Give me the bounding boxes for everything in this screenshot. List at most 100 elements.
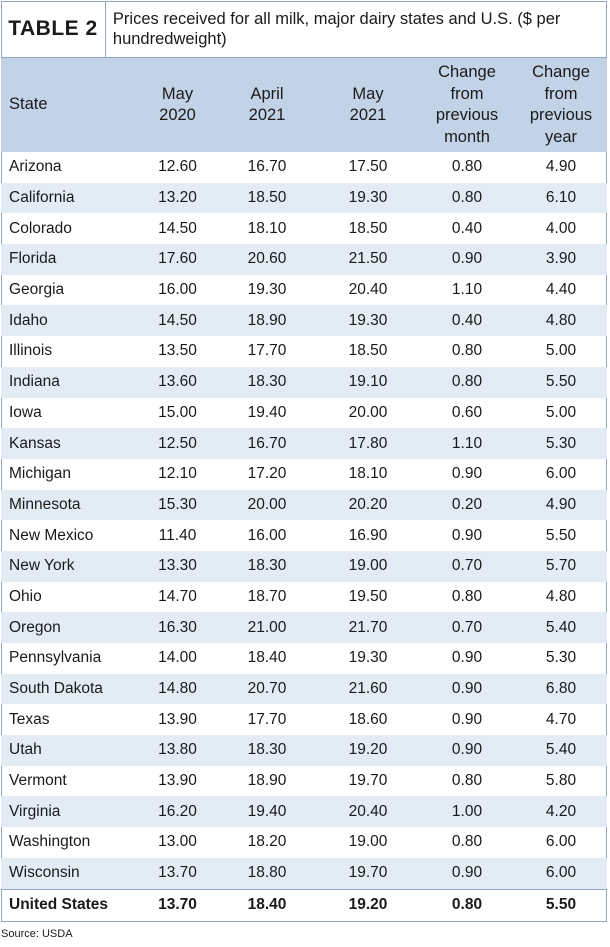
value-cell: 19.30 — [317, 182, 419, 214]
table-title-row: TABLE 2 Prices received for all milk, ma… — [1, 1, 607, 58]
value-cell: 12.50 — [138, 428, 217, 459]
value-cell: 4.80 — [545, 587, 577, 605]
value-cell: 17.70 — [247, 710, 287, 728]
state-cell: United States — [1, 888, 138, 921]
value-cell: 18.20 — [247, 833, 287, 851]
value-cell: 16.70 — [217, 428, 317, 459]
value-cell: 5.30 — [515, 428, 607, 459]
value-cell: 17.60 — [138, 244, 217, 275]
value-cell: 16.30 — [138, 612, 217, 643]
value-cell: 18.50 — [217, 182, 317, 214]
state-cell: Vermont — [9, 772, 67, 790]
value-cell: 17.50 — [348, 158, 388, 176]
table-row: Vermont 13.90 18.90 19.70 0.80 5.80 — [1, 766, 607, 797]
table-row: Texas 13.90 17.70 18.60 0.90 4.70 — [1, 704, 607, 735]
value-cell: 0.80 — [419, 182, 515, 214]
table-row: Georgia 16.00 19.30 20.40 1.10 4.40 — [1, 275, 607, 306]
table-row: Washington 13.00 18.20 19.00 0.80 6.00 — [1, 827, 607, 858]
value-cell: 1.10 — [451, 281, 483, 299]
state-cell: Kansas — [1, 428, 138, 459]
value-cell: 20.20 — [317, 489, 419, 521]
value-cell: 19.10 — [317, 366, 419, 398]
value-cell: 0.90 — [419, 244, 515, 275]
value-cell: 20.40 — [317, 796, 419, 828]
table-row: Minnesota 15.30 20.00 20.20 0.20 4.90 — [1, 489, 607, 521]
value-cell: 13.70 — [138, 888, 217, 921]
table-row: Arizona 12.60 16.70 17.50 0.80 4.90 — [1, 152, 607, 183]
value-cell: 19.20 — [317, 888, 419, 921]
value-cell: 17.80 — [317, 428, 419, 459]
value-cell: 18.90 — [217, 305, 317, 337]
table-row: Ohio 14.70 18.70 19.50 0.80 4.80 — [1, 582, 607, 613]
table-row: Michigan 12.10 17.20 18.10 0.90 6.00 — [1, 459, 607, 490]
value-cell: 13.90 — [158, 710, 197, 728]
header-row: State May 2020 April 2021 May 2021 Change fr… — [1, 58, 607, 152]
table-frame — [1, 1, 607, 922]
value-cell: 5.50 — [515, 366, 607, 398]
table-row: Indiana 13.60 18.30 19.10 0.80 5.50 — [1, 366, 607, 398]
state-cell: Utah — [1, 735, 138, 766]
value-cell: 19.70 — [317, 857, 419, 889]
value-cell: 4.90 — [545, 158, 577, 176]
state-cell: New Mexico — [9, 526, 94, 544]
state-cell: Washington — [9, 833, 91, 851]
value-cell: 18.40 — [217, 888, 317, 921]
value-cell: 19.00 — [348, 833, 388, 851]
state-cell: Indiana — [1, 366, 138, 398]
value-cell: 0.40 — [451, 219, 483, 237]
value-cell: 14.80 — [138, 673, 217, 705]
value-cell: 4.40 — [545, 281, 577, 299]
value-cell: 14.00 — [158, 649, 197, 667]
value-cell: 19.70 — [348, 772, 388, 790]
state-cell: Michigan — [9, 465, 72, 483]
value-cell: 18.60 — [348, 710, 388, 728]
value-cell: 16.70 — [247, 158, 287, 176]
column-header-april-2021: April 2021 — [217, 58, 317, 152]
column-header-change-month: Change from previous month — [419, 58, 515, 152]
value-cell: 20.60 — [217, 244, 317, 275]
value-cell: 1.10 — [419, 428, 515, 459]
value-cell: 5.50 — [545, 526, 577, 544]
value-cell: 19.30 — [247, 281, 287, 299]
value-cell: 0.80 — [451, 833, 483, 851]
column-header-may-2021: May 2021 — [317, 58, 419, 152]
value-cell: 6.00 — [545, 833, 577, 851]
value-cell: 6.00 — [545, 465, 577, 483]
value-cell: 20.00 — [217, 489, 317, 521]
value-cell: 14.50 — [138, 305, 217, 337]
value-cell: 5.00 — [545, 342, 577, 360]
value-cell: 13.50 — [158, 342, 197, 360]
value-cell: 13.80 — [138, 735, 217, 766]
value-cell: 18.90 — [247, 772, 287, 790]
value-cell: 19.50 — [348, 587, 388, 605]
table-row: New York 13.30 18.30 19.00 0.70 5.70 — [1, 550, 607, 582]
table-row: Idaho 14.50 18.90 19.30 0.40 4.80 — [1, 305, 607, 337]
value-cell: 20.40 — [348, 281, 388, 299]
state-cell: Wisconsin — [1, 857, 138, 889]
table-row: Kansas 12.50 16.70 17.80 1.10 5.30 — [1, 428, 607, 459]
value-cell: 0.80 — [451, 158, 483, 176]
value-cell: 18.30 — [217, 735, 317, 766]
value-cell: 13.70 — [138, 857, 217, 889]
table-title: Prices received for all milk, major dair… — [112, 10, 561, 48]
state-cell: Florida — [1, 244, 138, 275]
value-cell: 16.90 — [348, 526, 388, 544]
value-cell: 18.30 — [217, 366, 317, 398]
value-cell: 13.00 — [158, 833, 197, 851]
column-header-may-2020: May 2020 — [138, 58, 217, 152]
value-cell: 0.90 — [451, 526, 483, 544]
value-cell: 13.20 — [138, 182, 217, 214]
value-cell: 11.40 — [158, 526, 197, 544]
state-cell: Georgia — [9, 281, 65, 299]
value-cell: 13.60 — [138, 366, 217, 398]
value-cell: 14.50 — [158, 219, 197, 237]
value-cell: 4.20 — [515, 796, 607, 828]
value-cell: 18.40 — [247, 649, 287, 667]
value-cell: 21.60 — [317, 673, 419, 705]
state-cell: Texas — [9, 710, 50, 728]
value-cell: 0.80 — [419, 366, 515, 398]
value-cell: 17.20 — [247, 465, 287, 483]
value-cell: 16.00 — [247, 526, 287, 544]
value-cell: 0.80 — [451, 587, 483, 605]
value-cell: 13.90 — [158, 772, 197, 790]
